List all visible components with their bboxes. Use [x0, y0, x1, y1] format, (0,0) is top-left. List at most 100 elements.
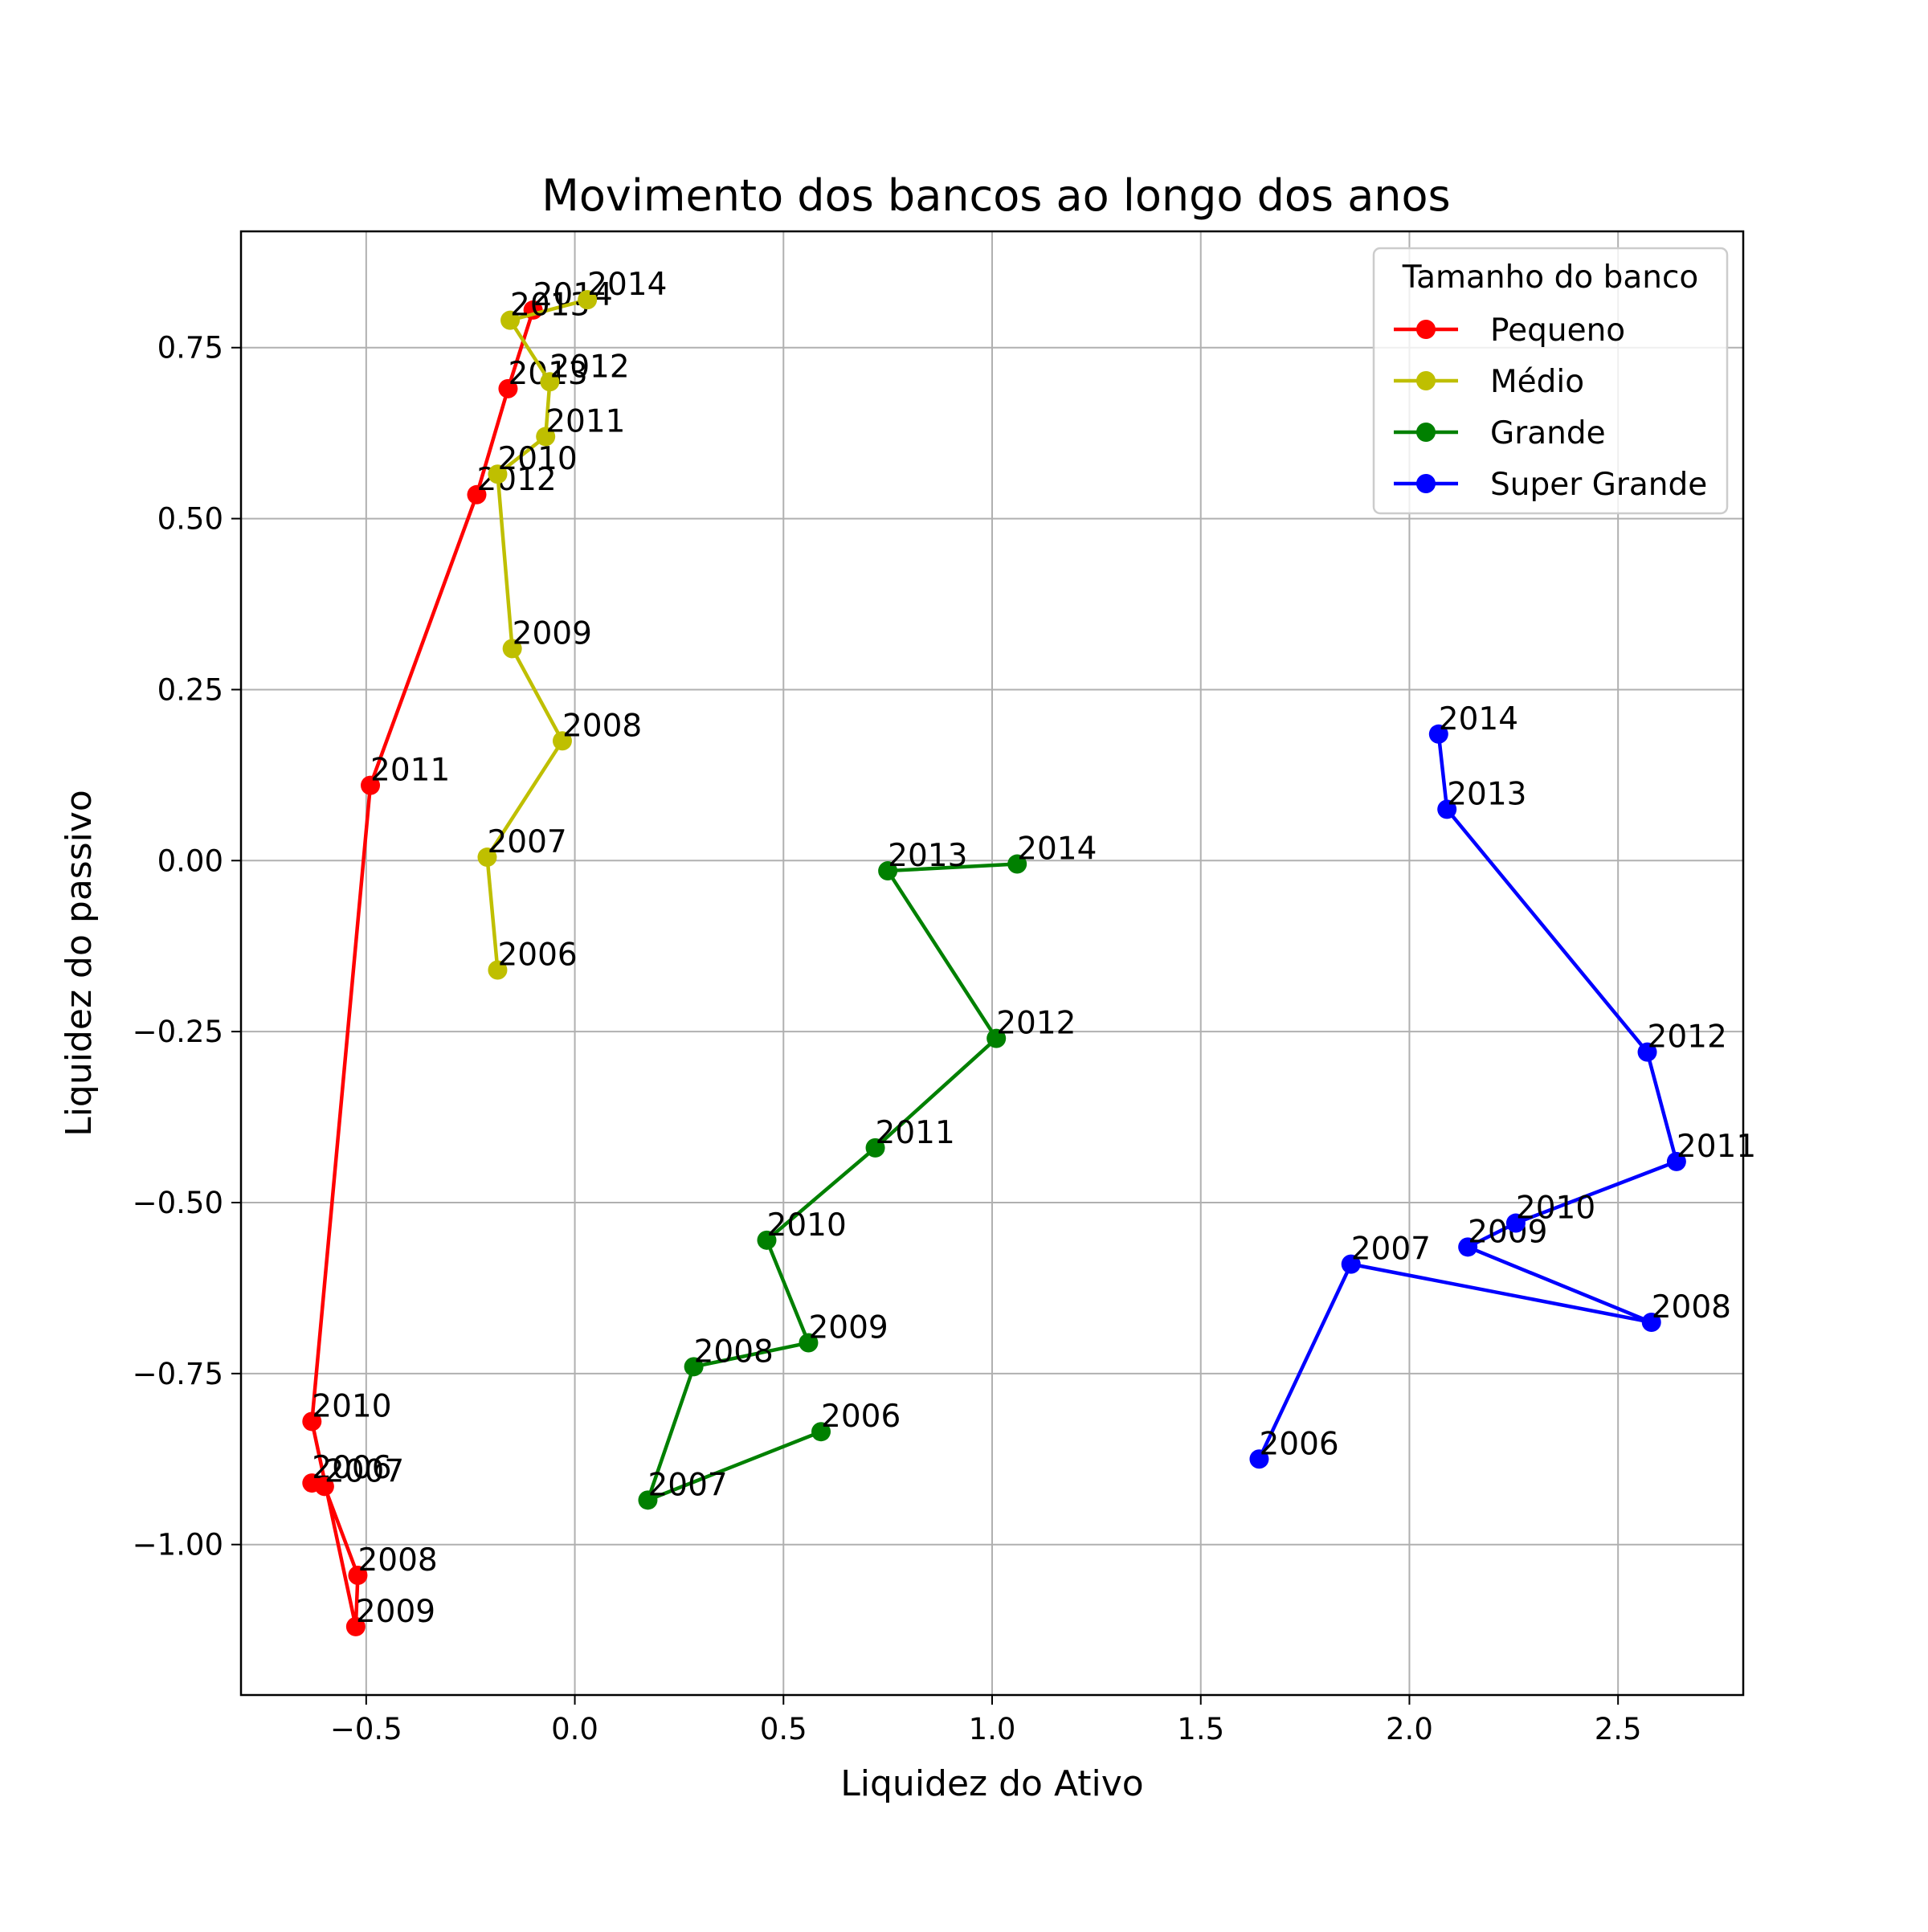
- data-point: [498, 378, 518, 398]
- y-tick-label: −0.25: [133, 1015, 223, 1049]
- x-tick-label: 2.0: [1386, 1712, 1433, 1746]
- data-point-label: 2009: [808, 1310, 888, 1346]
- data-point: [1505, 1213, 1526, 1233]
- data-point: [552, 731, 572, 751]
- data-point-label: 2007: [647, 1467, 727, 1503]
- data-point-label: 2010: [1516, 1191, 1595, 1227]
- data-point: [314, 1477, 334, 1497]
- legend-label: Grande: [1490, 415, 1606, 451]
- x-axis-label: Liquidez do Ativo: [840, 1763, 1143, 1804]
- data-point-label: 2007: [1351, 1231, 1431, 1268]
- data-point: [757, 1230, 777, 1250]
- data-point: [348, 1566, 368, 1586]
- data-point-label: 2013: [510, 288, 590, 324]
- data-point-label: 2013: [888, 838, 967, 874]
- legend-item: Médio: [1394, 364, 1584, 400]
- data-point: [467, 484, 487, 504]
- data-point-label: 2010: [312, 1388, 391, 1424]
- y-tick-label: −0.50: [133, 1186, 223, 1220]
- legend-item: Pequeno: [1394, 312, 1625, 349]
- x-tick-label: 2.5: [1595, 1712, 1642, 1746]
- legend-item: Grande: [1394, 415, 1606, 451]
- data-point: [1637, 1042, 1657, 1062]
- x-tick-label: 1.5: [1177, 1712, 1224, 1746]
- data-point: [345, 1616, 366, 1636]
- series-grande: 2006 2007 2008 2009 2010 2011 2012 2013 2014: [638, 831, 1097, 1510]
- y-tick-label: 0.00: [157, 843, 223, 878]
- data-point: [1007, 854, 1027, 874]
- data-point: [477, 848, 497, 868]
- legend-items: Pequeno Médio Grande Super Grande: [1394, 312, 1707, 503]
- legend-marker: [1416, 474, 1436, 493]
- data-point-label: 2008: [694, 1334, 774, 1370]
- y-tick-label: 0.25: [157, 672, 223, 707]
- data-point-label: 2011: [876, 1115, 955, 1151]
- data-point-label: 2011: [545, 403, 625, 439]
- data-point: [502, 639, 522, 659]
- data-point-label: 2006: [1259, 1426, 1338, 1462]
- data-point-label: 2014: [587, 267, 667, 303]
- data-point-label: 2008: [1652, 1289, 1731, 1325]
- y-tick-label: −1.00: [133, 1528, 223, 1562]
- legend-marker: [1416, 320, 1436, 339]
- data-point-label: 2014: [533, 277, 613, 313]
- data-point: [986, 1028, 1007, 1048]
- data-point: [578, 290, 598, 310]
- data-point: [488, 464, 508, 484]
- data-point-label: 2011: [1677, 1129, 1756, 1165]
- y-tick-label: 0.75: [157, 331, 223, 366]
- data-point-label: 2009: [356, 1594, 435, 1630]
- x-tick-label: −0.5: [330, 1712, 402, 1746]
- data-point-label: 2014: [1439, 701, 1518, 737]
- data-point-label: 2010: [767, 1207, 847, 1244]
- data-point: [500, 310, 521, 330]
- y-axis-label: Liquidez do passivo: [59, 790, 100, 1137]
- data-point: [799, 1333, 819, 1353]
- y-tick-label: 0.50: [157, 502, 223, 537]
- data-point: [811, 1422, 831, 1442]
- ticks: −0.5 0.0 0.5 1.0 1.5 2.0 2.5 −1.00 −0.75 −0.50 −0.…: [133, 331, 1642, 1746]
- data-point: [361, 775, 381, 795]
- legend-marker: [1416, 371, 1436, 390]
- data-point-label: 2008: [357, 1542, 437, 1579]
- legend-marker: [1416, 423, 1436, 442]
- data-point: [488, 960, 508, 980]
- legend-box: [1372, 247, 1729, 515]
- data-point: [878, 861, 898, 881]
- legend: Tamanho do banco Pequeno Médio Grande Super…: [1372, 247, 1729, 515]
- data-point: [302, 1411, 322, 1432]
- data-point: [638, 1490, 658, 1510]
- chart-title: Movimento dos bancos ao longo dos anos: [541, 170, 1450, 221]
- data-point-label: 2012: [549, 349, 629, 385]
- legend-label: Super Grande: [1490, 467, 1707, 503]
- data-point-label: 2010: [497, 441, 577, 477]
- x-tick-label: 0.5: [760, 1712, 807, 1746]
- legend-item: Super Grande: [1394, 467, 1707, 503]
- legend-label: Pequeno: [1490, 312, 1625, 349]
- data-point: [536, 427, 556, 447]
- legend-label: Médio: [1490, 364, 1584, 400]
- x-tick-label: 0.0: [551, 1712, 598, 1746]
- y-tick-label: −0.75: [133, 1357, 223, 1391]
- data-point-label: 2012: [996, 1006, 1076, 1042]
- data-point-label: 2012: [1648, 1019, 1727, 1056]
- data-point-label: 2009: [513, 615, 592, 651]
- data-point-label: 2008: [562, 708, 642, 744]
- data-point: [1428, 724, 1448, 744]
- data-point: [865, 1138, 885, 1158]
- data-point: [1249, 1449, 1269, 1469]
- x-tick-label: 1.0: [969, 1712, 1016, 1746]
- data-point: [1666, 1151, 1686, 1171]
- data-point-label: 2011: [370, 753, 450, 789]
- data-point: [1341, 1254, 1361, 1274]
- data-point-label: 2014: [1017, 831, 1097, 868]
- data-point-label: 2007: [487, 824, 566, 860]
- data-point: [1458, 1237, 1478, 1257]
- series-layer: 2006200720082009201020112012201320142006…: [302, 267, 1756, 1636]
- data-point: [1641, 1312, 1661, 1332]
- data-point-label: 2013: [1447, 776, 1526, 812]
